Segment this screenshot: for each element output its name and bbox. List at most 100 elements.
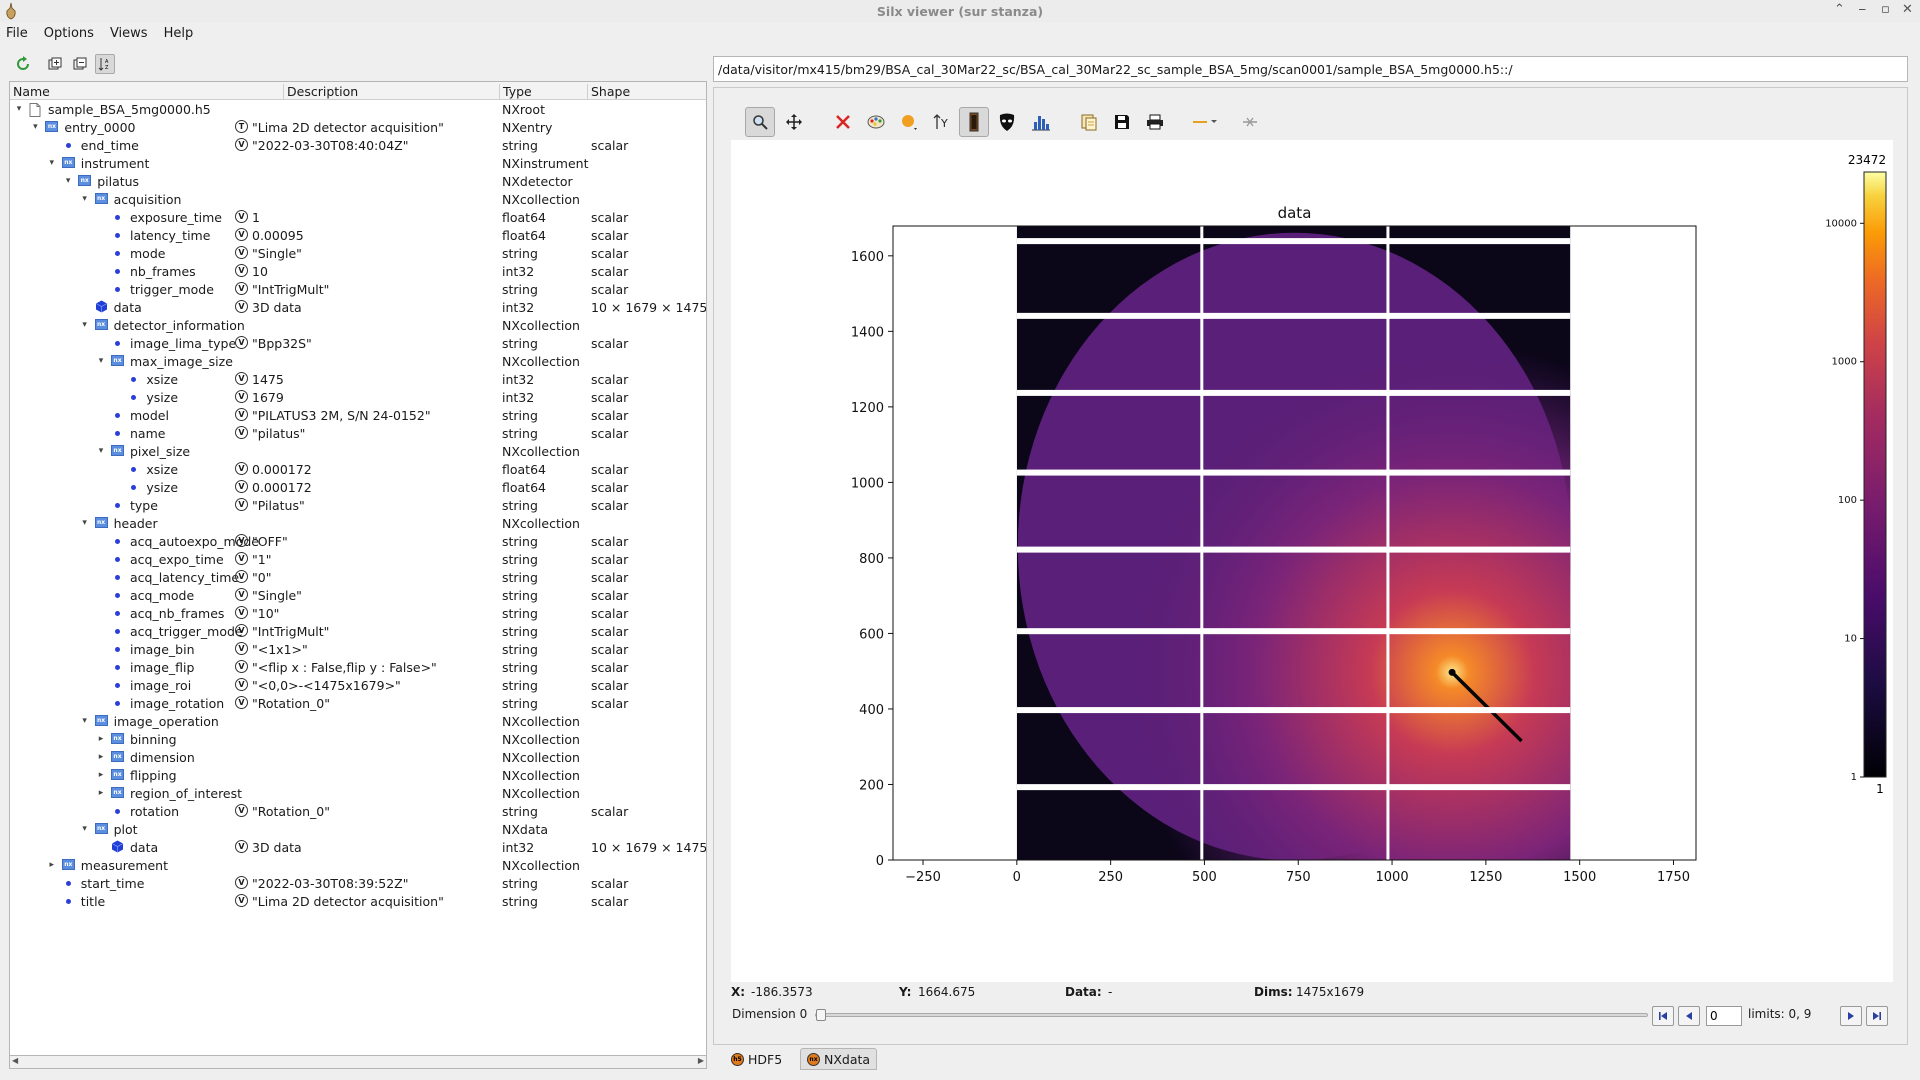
tree-row[interactable]: ▾ nx plot NXdata [10,820,706,838]
image-plot[interactable]: data −250 0 250 500 750 1000 1250 1500 1750 0 200… [731,140,1893,982]
expanded-arrow-icon[interactable]: ▾ [33,122,38,132]
collapsed-arrow-icon[interactable]: ▸ [98,770,104,780]
colorbar[interactable] [1863,171,1887,778]
tree-row[interactable]: acq_latency_time V "0" string scalar [10,568,706,586]
minimize-window-icon[interactable]: ⌃ [1834,2,1845,17]
tree-row[interactable]: end_time V "2022-03-30T08:40:04Z" string sca… [10,136,706,154]
pan-icon[interactable] [779,107,809,137]
tree-row[interactable]: start_time V "2022-03-30T08:39:52Z" string s… [10,874,706,892]
expanded-arrow-icon[interactable]: ▾ [98,356,104,366]
tree-row[interactable]: data V 3D data int32 10 × 1679 × 1475 [10,298,706,316]
collapse-window-icon[interactable]: ⎯ [1859,2,1866,17]
next-frame-button[interactable] [1840,1006,1862,1026]
expanded-arrow-icon[interactable]: ▾ [82,320,87,330]
previous-frame-button[interactable] [1678,1006,1700,1026]
column-description[interactable]: Description [283,84,358,100]
tree-row[interactable]: ▸ nx flipping NXcollection [10,766,706,784]
expanded-arrow-icon[interactable]: ▾ [82,518,87,528]
collapse-all-icon[interactable] [70,54,90,74]
tree-row[interactable]: acq_nb_frames V "10" string scalar [10,604,706,622]
tree-row[interactable]: mode V "Single" string scalar [10,244,706,262]
save-icon[interactable] [1107,107,1137,137]
tree-row[interactable]: ▸ nx binning NXcollection [10,730,706,748]
tree-row[interactable]: ▸ nx region_of_interest NXcollection [10,784,706,802]
expanded-arrow-icon[interactable]: ▾ [65,176,71,186]
expanded-arrow-icon[interactable]: ▾ [82,824,87,834]
tree-row[interactable]: ysize V 0.000172 float64 scalar [10,478,706,496]
expanded-arrow-icon[interactable]: ▾ [16,104,22,114]
first-frame-button[interactable] [1652,1006,1674,1026]
tree-row[interactable]: ▾ nx detector_information NXcollection [10,316,706,334]
tree-row[interactable]: ▾ sample_BSA_5mg0000.h5 NXroot [10,100,706,118]
reset-zoom-icon[interactable] [828,107,858,137]
collapsed-arrow-icon[interactable]: ▸ [98,734,104,744]
refresh-icon[interactable] [13,54,33,74]
frame-index-input[interactable] [1706,1006,1742,1026]
tree-row[interactable]: ▾ nx header NXcollection [10,514,706,532]
plot-area[interactable]: data −250 0 250 500 750 1000 1250 1500 1750 0 200… [731,140,1893,982]
tree-row[interactable]: title V "Lima 2D detector acquisition" stri… [10,892,706,910]
tree-row[interactable]: acq_autoexpo_mode V "OFF" string scalar [10,532,706,550]
close-window-icon[interactable]: ✕ [1902,2,1913,17]
collapsed-arrow-icon[interactable]: ▸ [49,860,55,870]
tree-row[interactable]: xsize V 0.000172 float64 scalar [10,460,706,478]
tree-row[interactable]: model V "PILATUS3 2M, S/N 24-0152" string sc… [10,406,706,424]
tree-row[interactable]: ▾ nx pixel_size NXcollection [10,442,706,460]
maximize-window-icon[interactable]: ▫ [1881,2,1890,17]
dimension-slider-handle[interactable] [816,1009,826,1021]
tree-row[interactable]: ▾ nx image_operation NXcollection [10,712,706,730]
profile-line-icon[interactable] [1190,107,1220,137]
expanded-arrow-icon[interactable]: ▾ [49,158,55,168]
tree-row[interactable]: ▾ nx entry_0000 T "Lima 2D detector acquisit… [10,118,706,136]
expanded-arrow-icon[interactable]: ▾ [82,194,87,204]
expanded-arrow-icon[interactable]: ▾ [82,716,87,726]
tab-hdf5[interactable]: h5 HDF5 [724,1048,789,1070]
column-shape[interactable]: Shape [587,84,630,100]
tree-row[interactable]: latency_time V 0.00095 float64 scalar [10,226,706,244]
mask-icon[interactable] [992,107,1022,137]
tree-row[interactable]: nb_frames V 10 int32 scalar [10,262,706,280]
tree-horizontal-scrollbar[interactable]: ◀ ▶ [9,1055,707,1069]
path-field[interactable]: /data/visitor/mx415/bm29/BSA_cal_30Mar22… [713,56,1908,82]
print-icon[interactable] [1140,107,1170,137]
tree-row[interactable]: type V "Pilatus" string scalar [10,496,706,514]
scroll-left-icon[interactable]: ◀ [12,1056,19,1065]
scroll-right-icon[interactable]: ▶ [697,1056,704,1065]
column-type[interactable]: Type [499,84,532,100]
menu-file[interactable]: File [6,25,28,41]
collapsed-arrow-icon[interactable]: ▸ [98,788,104,798]
last-frame-button[interactable] [1866,1006,1888,1026]
tree-row[interactable]: ▸ nx dimension NXcollection [10,748,706,766]
tree-row[interactable]: ysize V 1679 int32 scalar [10,388,706,406]
clear-profile-icon[interactable] [1235,107,1265,137]
tree-row[interactable]: data V 3D data int32 10 × 1679 × 1475 [10,838,706,856]
y-axis-flip-icon[interactable]: Y [927,107,957,137]
tree-row[interactable]: acq_trigger_mode V "IntTrigMult" string scal… [10,622,706,640]
tree-row[interactable]: rotation V "Rotation_0" string scalar [10,802,706,820]
expanded-arrow-icon[interactable]: ▾ [98,446,104,456]
tree-row[interactable]: image_roi V "<0,0>-<1475x1679>" string scala… [10,676,706,694]
tree-row[interactable]: ▾ nx max_image_size NXcollection [10,352,706,370]
tree-row[interactable]: image_flip V "<flip x : False,flip y : Fal… [10,658,706,676]
tree-row[interactable]: acq_mode V "Single" string scalar [10,586,706,604]
tree-row[interactable]: image_lima_type V "Bpp32S" string scalar [10,334,706,352]
tree-row[interactable]: ▾ nx pilatus NXdetector [10,172,706,190]
expand-all-icon[interactable] [45,54,65,74]
tree-row[interactable]: image_bin V "<1x1>" string scalar [10,640,706,658]
keep-aspect-icon[interactable] [959,107,989,137]
menu-help[interactable]: Help [163,25,194,41]
tree-row[interactable]: xsize V 1475 int32 scalar [10,370,706,388]
histogram-icon[interactable] [1026,107,1056,137]
dimension-slider-track[interactable] [815,1013,1648,1017]
copy-icon[interactable] [1074,107,1104,137]
menu-options[interactable]: Options [43,25,94,41]
tree-row[interactable]: ▸ nx measurement NXcollection [10,856,706,874]
tree-row[interactable]: name V "pilatus" string scalar [10,424,706,442]
tab-nxdata[interactable]: nx NXdata [800,1048,878,1070]
tree-row[interactable]: exposure_time V 1 float64 scalar [10,208,706,226]
tree-row[interactable]: ▾ nx instrument NXinstrument [10,154,706,172]
tree-row[interactable]: ▾ nx acquisition NXcollection [10,190,706,208]
column-name[interactable]: Name [13,84,50,99]
tree-row[interactable]: trigger_mode V "IntTrigMult" string scalar [10,280,706,298]
zoom-icon[interactable] [745,107,775,137]
